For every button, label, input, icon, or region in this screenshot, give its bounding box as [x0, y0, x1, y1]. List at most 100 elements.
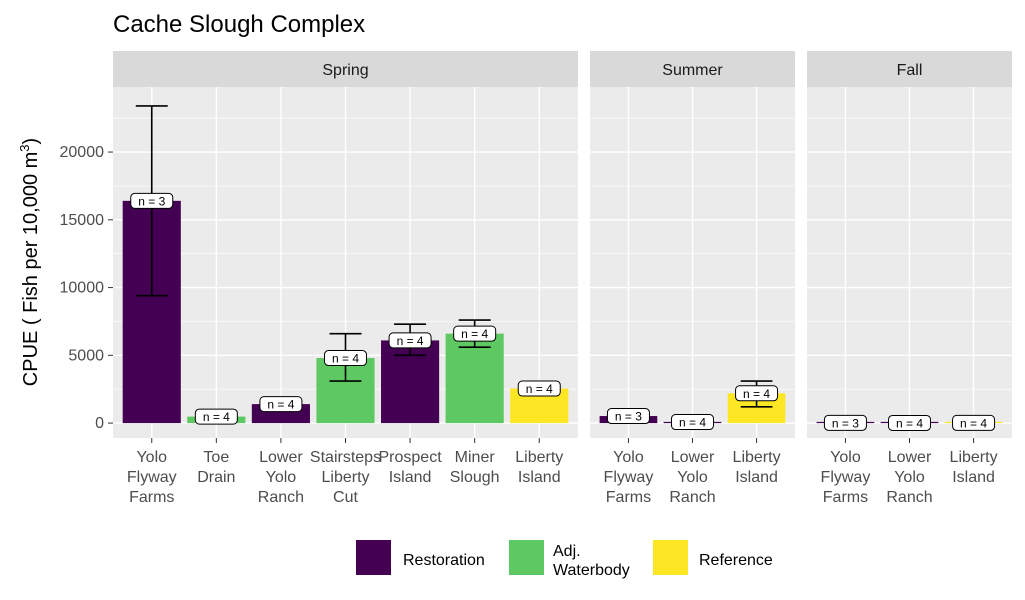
legend-label: Reference	[699, 552, 773, 569]
facet-strip-label: Spring	[322, 62, 368, 79]
facet-strip-label: Fall	[897, 62, 923, 79]
facet-panels: Spring n = 3 Yolo Flyway Farms n = 4 Toe Drain n…	[113, 51, 1012, 506]
x-tick-label-line: Island	[389, 469, 432, 486]
x-tick-label: Liberty Island	[515, 449, 563, 486]
legend-label-line: Restoration	[403, 552, 485, 569]
x-tick-label-line: Lower	[259, 449, 303, 466]
facet-strip	[113, 51, 578, 87]
x-tick-label-line: Liberty	[515, 449, 563, 466]
legend-entry: Restoration	[356, 540, 485, 575]
y-tick-label: 20000	[60, 144, 105, 161]
y-axis-title-close: )	[20, 138, 42, 145]
sample-size-label-box	[324, 350, 367, 367]
x-tick-label-line: Lower	[671, 449, 715, 466]
sample-size-label: n = 4	[267, 398, 294, 412]
x-tick-label-line: Island	[518, 469, 561, 486]
sample-size-label-box	[671, 414, 714, 431]
y-axis-title: CPUE ( Fish per 10,000 m3)	[17, 138, 42, 386]
facet-strip	[590, 51, 795, 87]
legend: Restoration Adj. Waterbody Reference	[356, 540, 773, 579]
facet-spring: Spring n = 3 Yolo Flyway Farms n = 4 Toe Drain n…	[113, 51, 578, 506]
x-tick-label: Lower Yolo Ranch	[886, 449, 932, 506]
x-tick-label-line: Yolo	[266, 469, 297, 486]
legend-key	[356, 540, 391, 575]
sample-size-label-box	[888, 414, 931, 431]
x-tick-label-line: Stairsteps	[310, 449, 381, 466]
sample-size-label-box	[735, 385, 779, 402]
y-axis-title-main: CPUE ( Fish per 10,000 m	[20, 152, 42, 387]
x-tick-label: Lower Yolo Ranch	[669, 449, 715, 506]
x-tick-label-line: Toe	[203, 449, 229, 466]
sample-size-label-box	[130, 192, 174, 209]
x-tick-label-line: Ranch	[669, 489, 715, 506]
x-tick-label-line: Liberty	[950, 449, 998, 466]
x-tick-label-line: Drain	[197, 469, 235, 486]
x-tick-label: Yolo Flyway Farms	[127, 449, 177, 506]
x-tick-label: Lower Yolo Ranch	[258, 449, 304, 506]
x-tick-label-line: Farms	[129, 489, 174, 506]
y-axis-title-superscript: 3	[17, 144, 32, 151]
x-tick-label-line: Yolo	[613, 449, 644, 466]
x-tick-label-line: Ranch	[886, 489, 932, 506]
facet-fall: Fall n = 3 Yolo Flyway Farms n = 4 Lower Yolo Ra…	[807, 51, 1012, 506]
sample-size-label: n = 3	[138, 194, 165, 208]
bar	[445, 333, 504, 424]
x-tick-label-line: Flyway	[821, 469, 871, 486]
x-tick-label: Liberty Island	[950, 449, 998, 486]
x-tick-label: Miner Slough	[450, 449, 500, 486]
x-tick-label: Yolo Flyway Farms	[821, 449, 871, 506]
x-tick-label-line: Ranch	[258, 489, 304, 506]
facet-strip-label: Summer	[662, 62, 723, 79]
x-tick-label: Stairsteps Liberty Cut	[310, 449, 381, 506]
x-tick-label-line: Slough	[450, 469, 500, 486]
y-tick-label: 15000	[60, 212, 105, 229]
legend-label-line: Adj.	[553, 543, 581, 560]
y-tick-label: 10000	[60, 280, 105, 297]
legend-label: Adj. Waterbody	[553, 543, 630, 579]
sample-size-label: n = 4	[743, 387, 770, 401]
x-tick-label-line: Flyway	[604, 469, 654, 486]
x-tick-label: Prospect Island	[379, 449, 443, 486]
sample-size-label-box	[606, 408, 650, 425]
sample-size-label-box	[517, 380, 561, 397]
legend-entry: Reference	[653, 540, 773, 575]
sample-size-label: n = 4	[203, 410, 230, 424]
x-tick-label-line: Yolo	[136, 449, 167, 466]
x-tick-label-line: Cut	[333, 489, 358, 506]
x-tick-label-line: Yolo	[830, 449, 861, 466]
sample-size-label-box	[194, 408, 238, 425]
y-tick-label: 0	[95, 415, 104, 432]
x-tick-label-line: Island	[735, 469, 778, 486]
x-tick-label-line: Miner	[455, 449, 496, 466]
x-tick-label: Toe Drain	[197, 449, 235, 486]
chart-title: Cache Slough Complex	[113, 11, 365, 38]
sample-size-label-box	[952, 414, 996, 431]
x-tick-label-line: Liberty	[733, 449, 781, 466]
x-tick-label: Yolo Flyway Farms	[604, 449, 654, 506]
x-tick-label-line: Yolo	[894, 469, 925, 486]
y-axis: 0 5000 10000 15000 20000	[60, 144, 113, 432]
x-tick-label-line: Island	[952, 469, 995, 486]
facet-summer: Summer n = 3 Yolo Flyway Farms n = 4 Lower Yolo…	[590, 51, 795, 506]
legend-label-line: Reference	[699, 552, 773, 569]
sample-size-label: n = 3	[615, 410, 642, 424]
sample-size-label: n = 4	[896, 416, 923, 430]
x-tick-label: Liberty Island	[733, 449, 781, 486]
legend-key	[509, 540, 544, 575]
legend-label-line: Waterbody	[553, 562, 630, 579]
sample-size-label: n = 4	[679, 416, 706, 430]
legend-entry: Adj. Waterbody	[509, 540, 630, 579]
sample-size-label: n = 4	[960, 416, 987, 430]
x-tick-label-line: Prospect	[379, 449, 443, 466]
x-tick-label-line: Flyway	[127, 469, 177, 486]
sample-size-label: n = 4	[461, 327, 488, 341]
y-tick-label: 5000	[68, 347, 104, 364]
sample-size-label: n = 3	[832, 416, 859, 430]
x-tick-label-line: Lower	[888, 449, 932, 466]
sample-size-label: n = 4	[397, 334, 424, 348]
x-tick-label-line: Liberty	[321, 469, 369, 486]
sample-size-label-box	[823, 414, 867, 431]
sample-size-label-box	[453, 325, 497, 342]
x-tick-label-line: Yolo	[677, 469, 708, 486]
